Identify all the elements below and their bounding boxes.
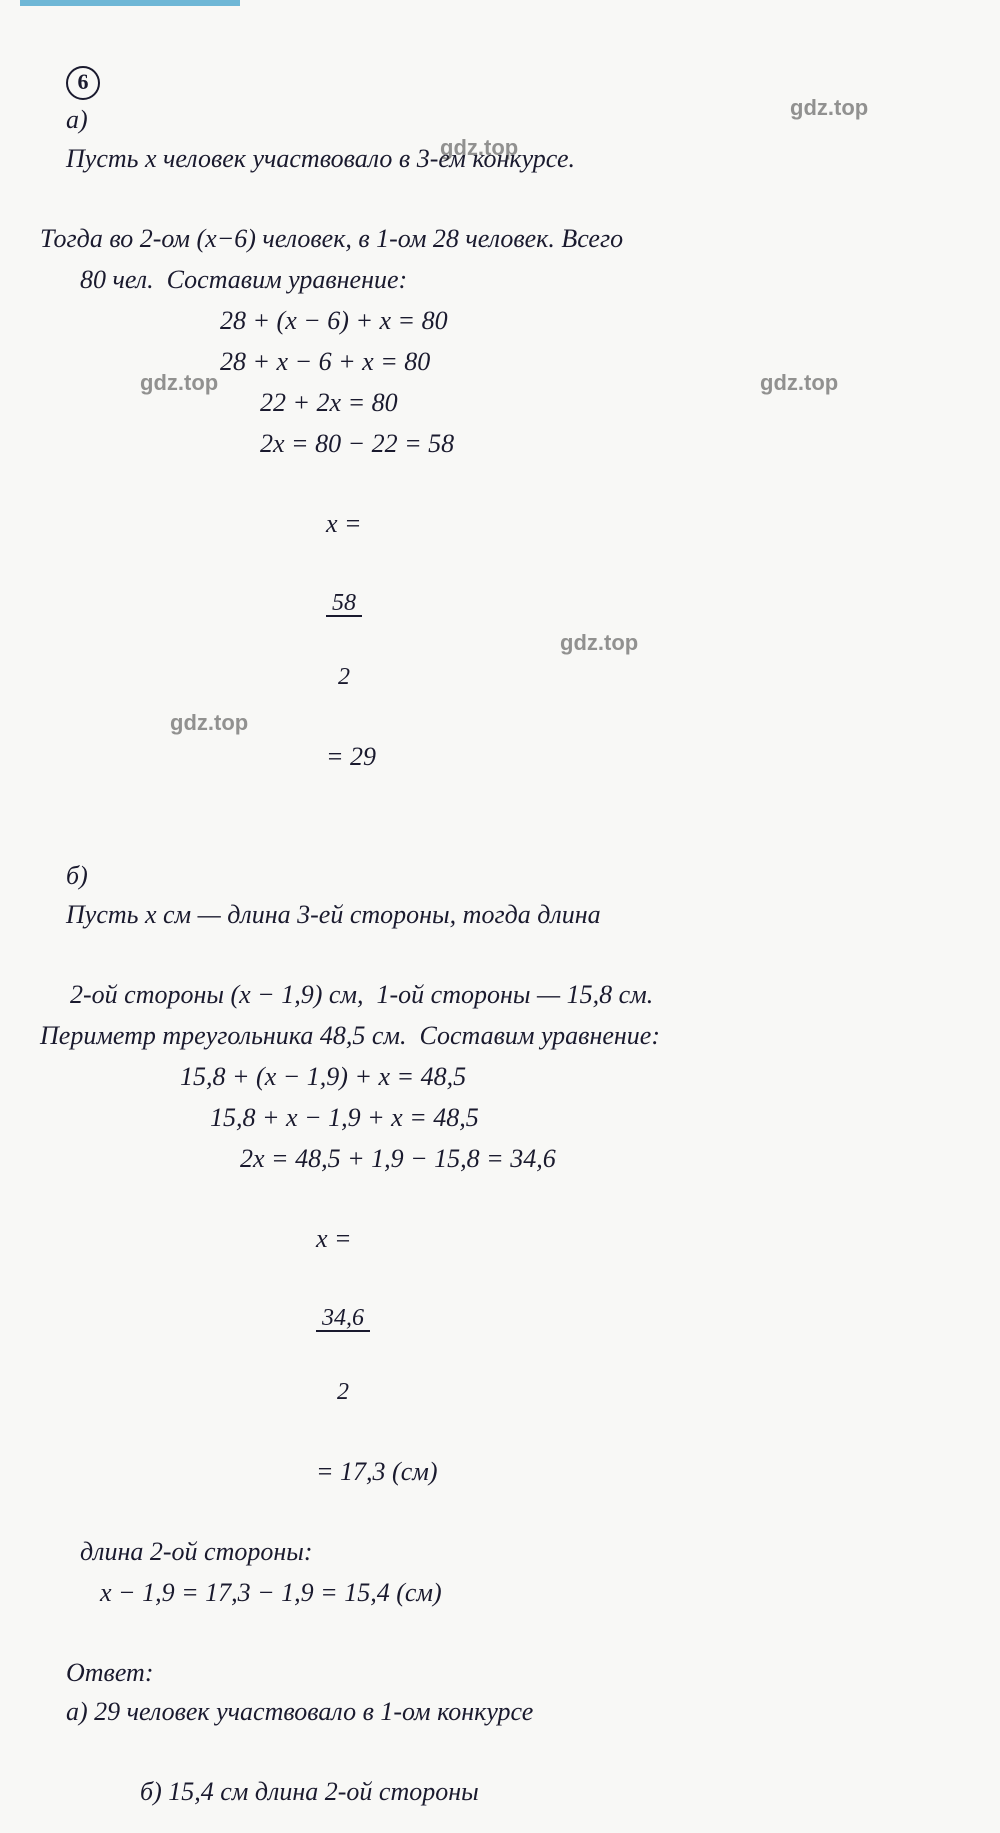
line-b-1: б) Пусть х см — длина 3-ей стороны, тогд… bbox=[40, 817, 970, 973]
part-b-text-1: Пусть х см — длина 3-ей стороны, тогда д… bbox=[66, 900, 601, 929]
frac-a: 58 2 bbox=[326, 543, 362, 737]
answer-line-a: Ответ: а) 29 человек участвовало в 1-ом … bbox=[40, 1614, 970, 1770]
eq-a-3: 22 + 2х = 80 bbox=[40, 383, 970, 422]
part-a-text-2: Тогда во 2-ом (х−6) человек, в 1-ом 28 ч… bbox=[40, 219, 970, 258]
page-tab-accent bbox=[20, 0, 240, 6]
frac-a-rhs: = 29 bbox=[326, 742, 376, 771]
part-b-text-3: Периметр треугольника 48,5 см. Составим … bbox=[40, 1016, 970, 1055]
part-a-text-3: 80 чел. Составим уравнение: bbox=[40, 260, 970, 299]
eq-a-2: 28 + х − 6 + х = 80 bbox=[40, 342, 970, 381]
handwritten-page: 6 а) Пусть х человек участвовало в 3-ем … bbox=[0, 0, 1000, 1833]
answer-label: Ответ: bbox=[66, 1658, 153, 1687]
frac-a-den: 2 bbox=[326, 665, 362, 689]
part-b-label: б) bbox=[66, 861, 88, 890]
part-a-label: а) bbox=[66, 105, 88, 134]
answer-line-b: б) 15,4 см длина 2-ой стороны bbox=[40, 1772, 970, 1811]
eq-a-5: х = 58 2 = 29 bbox=[40, 465, 970, 815]
line-a-1: 6 а) Пусть х человек участвовало в 3-ем … bbox=[40, 22, 970, 217]
part-b-text-2: 2-ой стороны (х − 1,9) см, 1-ой стороны … bbox=[40, 975, 970, 1014]
frac-b-num: 34,6 bbox=[316, 1306, 370, 1332]
eq-b-4: х = 34,6 2 = 17,3 (см) bbox=[40, 1180, 970, 1530]
frac-b-den: 2 bbox=[316, 1380, 370, 1404]
part-b-tail-2: х − 1,9 = 17,3 − 1,9 = 15,4 (см) bbox=[40, 1573, 970, 1612]
eq-b-1: 15,8 + (х − 1,9) + х = 48,5 bbox=[40, 1057, 970, 1096]
frac-b-lhs: х = bbox=[316, 1224, 352, 1253]
eq-a-1: 28 + (х − 6) + х = 80 bbox=[40, 301, 970, 340]
answer-a: а) 29 человек участвовало в 1-ом конкурс… bbox=[66, 1697, 533, 1726]
frac-b: 34,6 2 bbox=[316, 1258, 370, 1452]
problem-number-badge: 6 bbox=[66, 66, 100, 100]
frac-a-num: 58 bbox=[326, 591, 362, 617]
eq-b-2: 15,8 + х − 1,9 + х = 48,5 bbox=[40, 1098, 970, 1137]
part-a-text-1: Пусть х человек участвовало в 3-ем конку… bbox=[66, 144, 575, 173]
frac-b-rhs: = 17,3 (см) bbox=[316, 1457, 438, 1486]
eq-b-3: 2х = 48,5 + 1,9 − 15,8 = 34,6 bbox=[40, 1139, 970, 1178]
part-b-tail-1: длина 2-ой стороны: bbox=[40, 1532, 970, 1571]
eq-a-4: 2х = 80 − 22 = 58 bbox=[40, 424, 970, 463]
frac-a-lhs: х = bbox=[326, 509, 362, 538]
